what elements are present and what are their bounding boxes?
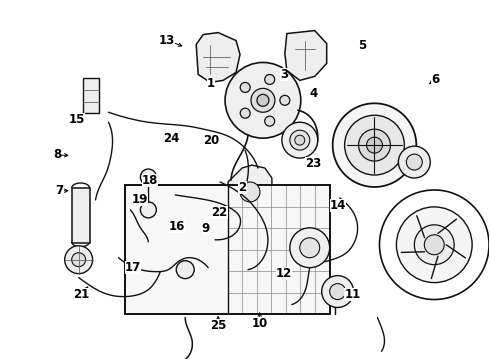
Polygon shape xyxy=(285,31,327,80)
Text: 20: 20 xyxy=(203,134,219,147)
Circle shape xyxy=(240,82,250,93)
Circle shape xyxy=(176,261,194,279)
Circle shape xyxy=(290,130,310,150)
Text: 25: 25 xyxy=(210,319,226,332)
Bar xyxy=(125,185,330,315)
Circle shape xyxy=(367,137,383,153)
Circle shape xyxy=(424,235,444,255)
Circle shape xyxy=(265,116,275,126)
Circle shape xyxy=(141,169,156,185)
Text: 19: 19 xyxy=(132,193,148,206)
Text: 14: 14 xyxy=(330,199,346,212)
Text: 4: 4 xyxy=(309,87,318,100)
Text: 5: 5 xyxy=(358,39,366,52)
Circle shape xyxy=(240,108,250,118)
Circle shape xyxy=(333,103,416,187)
Circle shape xyxy=(282,122,318,158)
Circle shape xyxy=(300,238,319,258)
Circle shape xyxy=(290,228,330,268)
Text: 8: 8 xyxy=(53,148,61,161)
Text: 3: 3 xyxy=(280,68,288,81)
Polygon shape xyxy=(196,32,240,82)
Circle shape xyxy=(398,146,430,178)
Text: 2: 2 xyxy=(239,181,246,194)
Text: 22: 22 xyxy=(212,206,228,219)
Circle shape xyxy=(295,135,305,145)
Text: 18: 18 xyxy=(142,174,158,186)
Text: 10: 10 xyxy=(251,317,268,330)
Circle shape xyxy=(225,62,301,138)
Bar xyxy=(83,78,98,113)
Text: 16: 16 xyxy=(169,220,185,233)
Text: 13: 13 xyxy=(159,33,175,47)
Circle shape xyxy=(415,225,454,265)
Circle shape xyxy=(72,253,86,267)
Text: 21: 21 xyxy=(74,288,90,301)
Circle shape xyxy=(322,276,354,307)
Bar xyxy=(125,185,330,315)
Circle shape xyxy=(240,182,260,202)
Circle shape xyxy=(141,202,156,218)
Text: 6: 6 xyxy=(431,73,440,86)
Text: 7: 7 xyxy=(55,184,64,197)
Text: 12: 12 xyxy=(276,267,292,280)
Circle shape xyxy=(251,88,275,112)
Text: 23: 23 xyxy=(305,157,321,170)
Bar xyxy=(72,188,90,243)
Text: 11: 11 xyxy=(344,288,361,301)
Circle shape xyxy=(396,207,472,283)
Circle shape xyxy=(330,284,345,300)
Polygon shape xyxy=(228,165,272,215)
Circle shape xyxy=(257,94,269,106)
Text: 17: 17 xyxy=(124,261,141,274)
Text: 15: 15 xyxy=(69,113,85,126)
Circle shape xyxy=(265,75,275,85)
Circle shape xyxy=(65,246,93,274)
Circle shape xyxy=(280,95,290,105)
Text: 24: 24 xyxy=(164,132,180,145)
Text: 9: 9 xyxy=(202,222,210,235)
Circle shape xyxy=(344,115,404,175)
Circle shape xyxy=(406,154,422,170)
Circle shape xyxy=(359,129,391,161)
Text: 1: 1 xyxy=(207,77,215,90)
